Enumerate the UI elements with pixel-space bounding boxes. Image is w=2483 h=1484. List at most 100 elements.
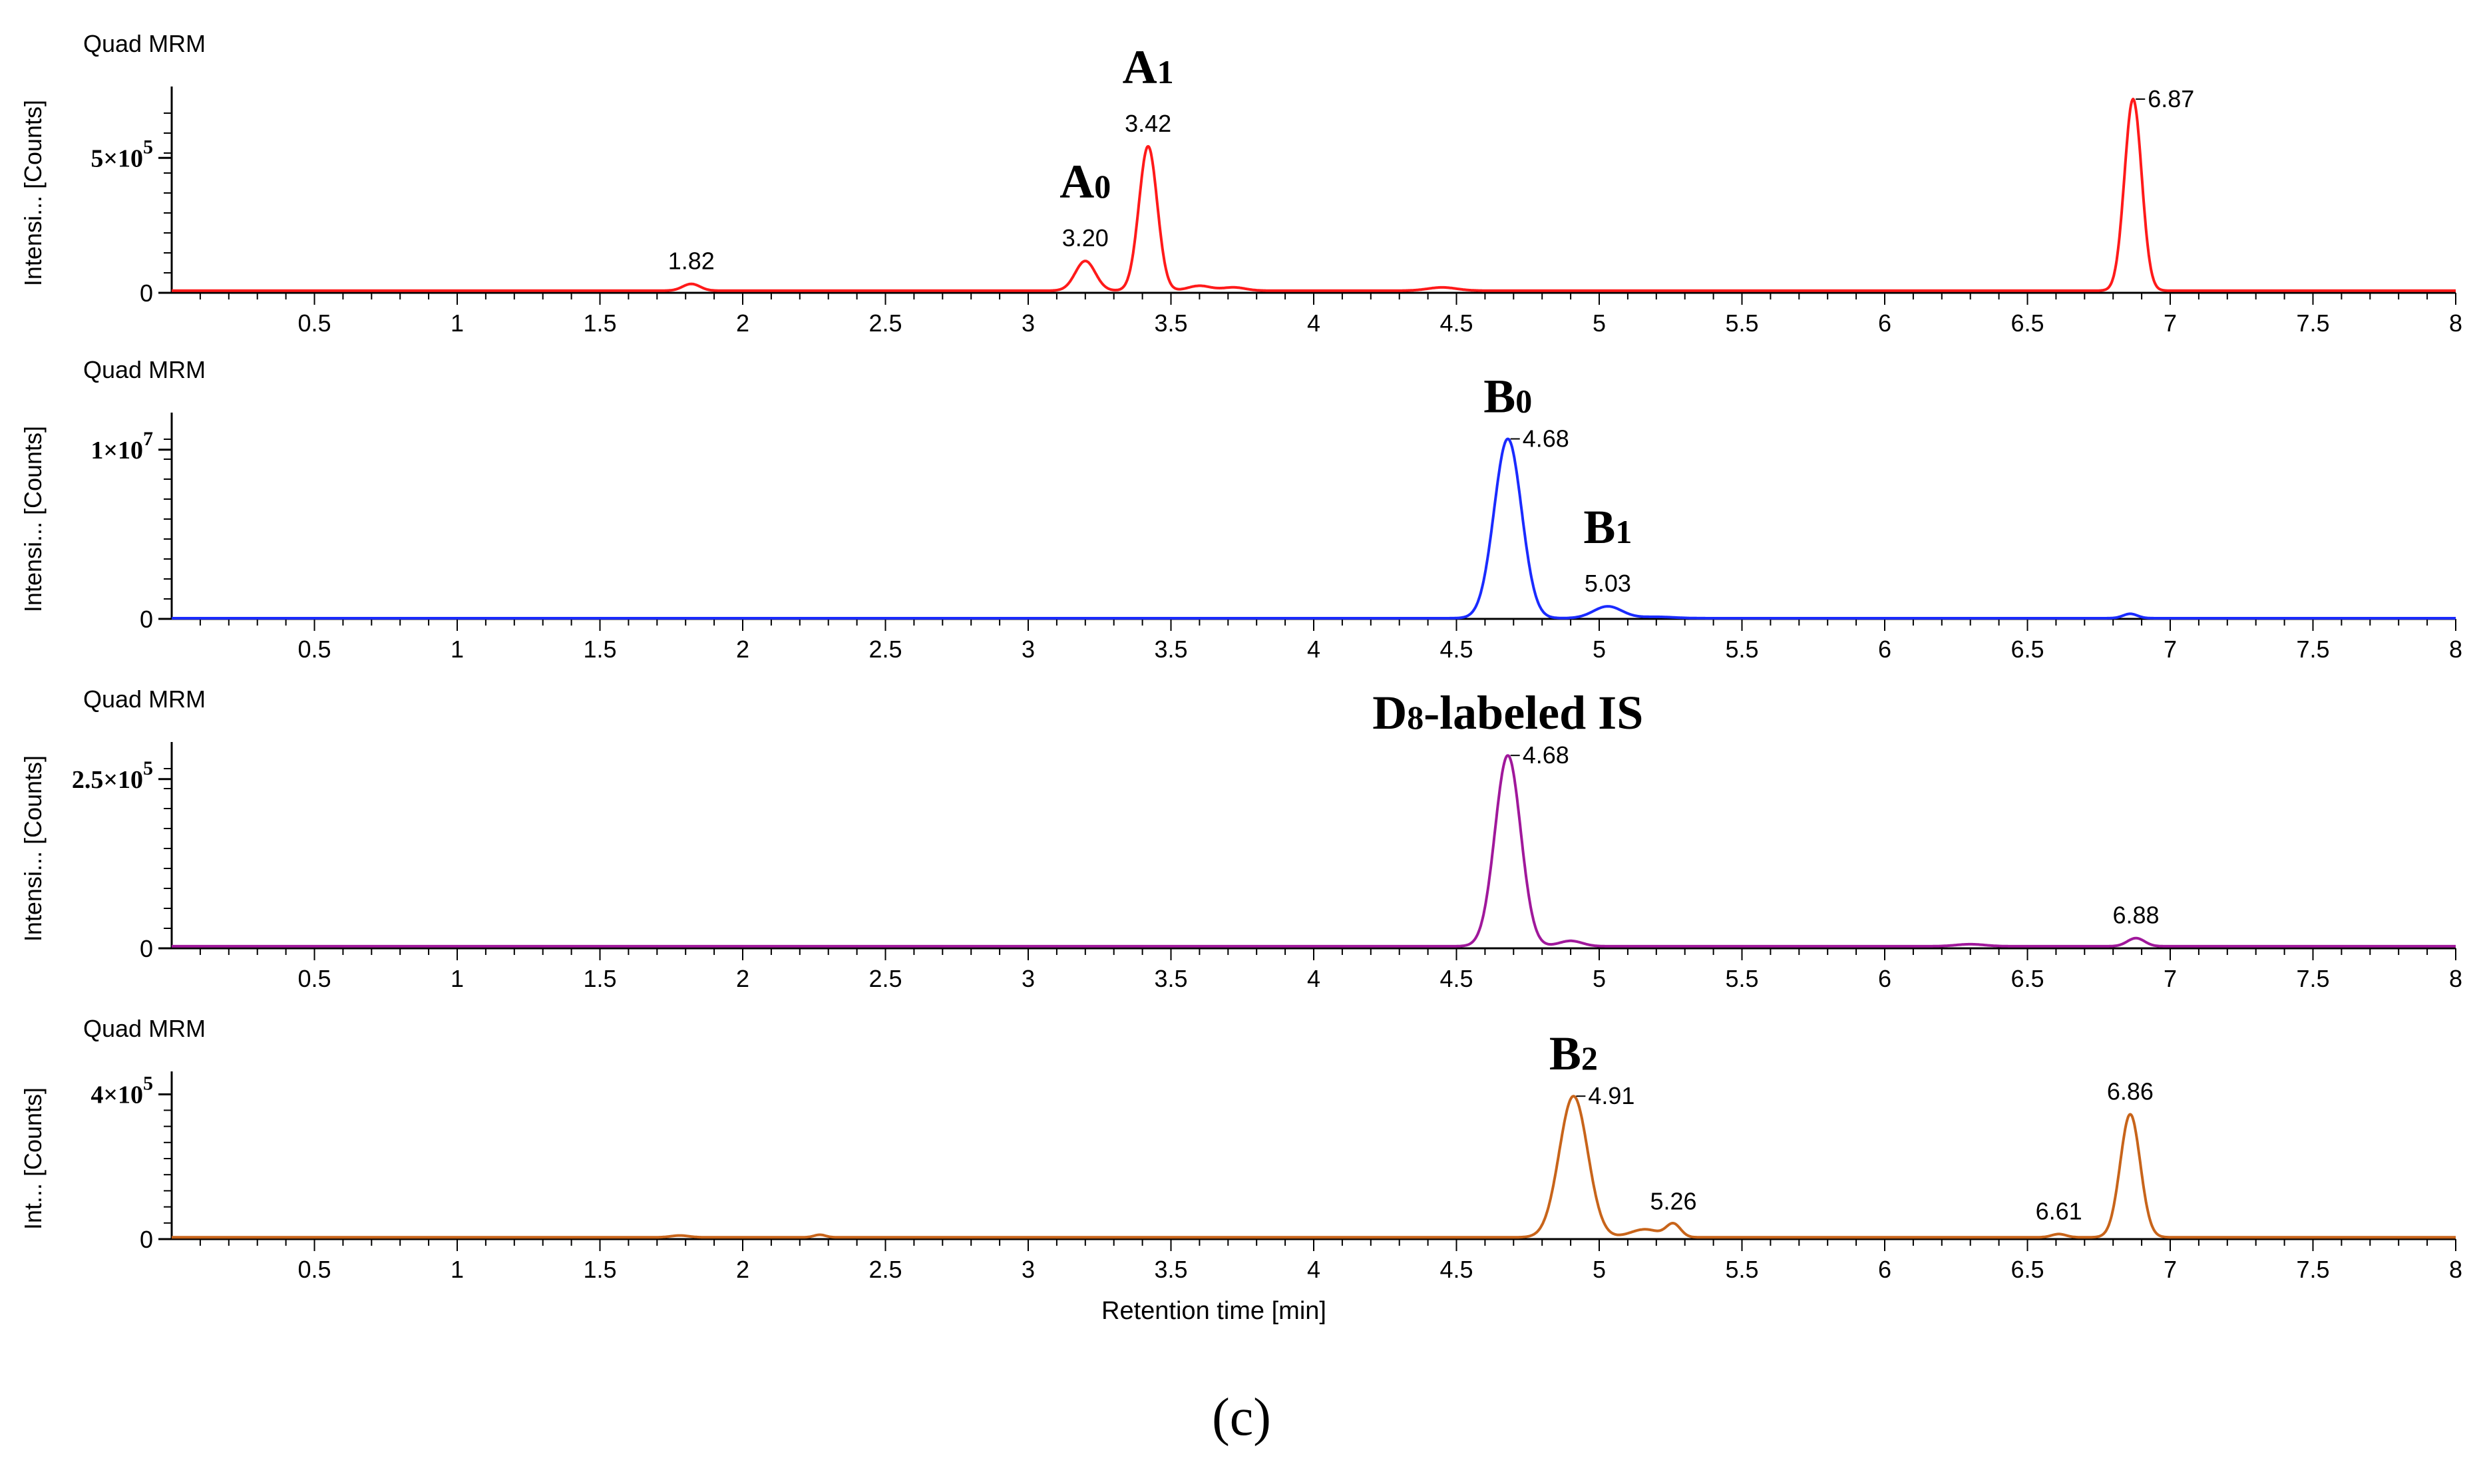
x-tick-label: 8 <box>2449 965 2462 992</box>
compound-annotation: B2 <box>1549 1027 1598 1080</box>
y-tick-label: 2.5×105 <box>72 757 153 794</box>
x-tick-label: 3 <box>1022 1256 1035 1283</box>
x-tick-label: 7 <box>2164 636 2177 663</box>
x-tick-label: 5 <box>1593 1256 1606 1283</box>
y-tick-label: 5×105 <box>91 136 153 172</box>
compound-annotation: B0 <box>1483 369 1532 423</box>
x-tick-label: 1 <box>451 1256 464 1283</box>
y-minor-ticks <box>164 768 172 929</box>
y-tick-label: 1×107 <box>91 428 153 464</box>
x-tick-label: 7.5 <box>2296 1256 2329 1283</box>
x-tick-label: 5.5 <box>1725 1256 1758 1283</box>
compound-annotation-name: A <box>1059 155 1094 208</box>
x-tick-label: 5 <box>1593 965 1606 992</box>
y-axis-label: Intensi... [Counts] <box>19 755 47 942</box>
peak-label: 4.68 <box>1523 425 1569 452</box>
y-tick-label-exponent: 5 <box>143 136 153 158</box>
x-ticks <box>199 293 2456 305</box>
x-tick-label: 7 <box>2164 965 2177 992</box>
x-tick-label: 3.5 <box>1154 309 1187 337</box>
x-ticks <box>199 619 2456 631</box>
x-tick-label: 6.5 <box>2010 309 2044 337</box>
y-tick-label: 0 <box>140 935 153 962</box>
x-tick-label: 7 <box>2164 309 2177 337</box>
compound-annotation-subscript: 8 <box>1407 699 1424 736</box>
panel-title: Quad MRM <box>83 1015 206 1042</box>
compound-annotation: B1 <box>1583 500 1632 554</box>
figure-caption: (c) <box>1212 1388 1271 1447</box>
y-tick-label-exponent: 5 <box>143 757 153 779</box>
x-tick-label: 4.5 <box>1439 309 1473 337</box>
chromatogram-trace <box>171 97 2456 292</box>
peak-label: 6.88 <box>2112 902 2159 929</box>
y-tick-label-exponent: 7 <box>143 428 153 450</box>
x-ticks <box>199 948 2456 960</box>
x-tick-label: 1.5 <box>583 636 616 663</box>
y-tick-label-exponent: 5 <box>143 1072 153 1094</box>
peak-label: 6.86 <box>2107 1077 2154 1105</box>
x-tick-label: 4.5 <box>1439 636 1473 663</box>
x-tick-label: 3 <box>1022 309 1035 337</box>
x-tick-label: 2 <box>736 1256 749 1283</box>
x-tick-label: 6 <box>1878 636 1891 663</box>
x-tick-label: 4 <box>1307 965 1320 992</box>
panel-title: Quad MRM <box>83 356 206 383</box>
y-tick-label-base: 4×10 <box>91 1081 143 1109</box>
x-tick-label: 2 <box>736 309 749 337</box>
peak-label: 5.03 <box>1585 570 1631 597</box>
peak-label: 6.61 <box>2036 1197 2082 1224</box>
y-tick-label-base: 1×10 <box>91 437 143 464</box>
x-tick-label: 2.5 <box>868 636 902 663</box>
x-tick-label: 2 <box>736 636 749 663</box>
x-tick-label: 5.5 <box>1725 965 1758 992</box>
x-tick-label: 1.5 <box>583 965 616 992</box>
x-tick-label: 1 <box>451 309 464 337</box>
x-tick-label: 3 <box>1022 965 1035 992</box>
x-tick-label: 6 <box>1878 965 1891 992</box>
y-axis-label: Intensi... [Counts] <box>19 426 47 612</box>
x-tick-label: 4.5 <box>1439 1256 1473 1283</box>
y-tick-label-base: 0 <box>140 1226 153 1253</box>
x-tick-label: 1.5 <box>583 309 616 337</box>
x-tick-label: 3.5 <box>1154 636 1187 663</box>
x-tick-label: 7.5 <box>2296 965 2329 992</box>
x-tick-label: 6.5 <box>2010 1256 2044 1283</box>
y-tick-label: 0 <box>140 606 153 633</box>
compound-annotation-suffix: -labeled IS <box>1424 686 1643 739</box>
compound-annotation-subscript: 0 <box>1515 382 1532 419</box>
x-tick-label: 4.5 <box>1439 965 1473 992</box>
x-tick-label: 2.5 <box>868 965 902 992</box>
x-tick-label: 0.5 <box>297 965 331 992</box>
peak-label: 6.87 <box>2148 85 2194 112</box>
x-ticks <box>199 1239 2456 1251</box>
y-tick-label-base: 5×10 <box>91 144 143 172</box>
x-tick-label: 7 <box>2164 1256 2177 1283</box>
compound-annotation: D8-labeled IS <box>1372 686 1643 739</box>
x-tick-label: 4 <box>1307 1256 1320 1283</box>
x-tick-label: 3.5 <box>1154 1256 1187 1283</box>
panel-title: Quad MRM <box>83 685 206 713</box>
panel-title: Quad MRM <box>83 30 206 57</box>
compound-annotation-name: B <box>1483 369 1515 423</box>
x-tick-label: 6.5 <box>2010 636 2044 663</box>
compound-annotation-name: B <box>1549 1027 1581 1080</box>
y-tick-label-base: 0 <box>140 279 153 307</box>
peak-label: 4.68 <box>1523 741 1569 769</box>
x-tick-label: 6 <box>1878 1256 1891 1283</box>
x-tick-label: 4 <box>1307 636 1320 663</box>
y-tick-label-base: 0 <box>140 935 153 962</box>
x-tick-label: 5 <box>1593 309 1606 337</box>
y-minor-ticks <box>164 112 172 274</box>
x-tick-label: 3 <box>1022 636 1035 663</box>
x-axis-label: Retention time [min] <box>1101 1297 1326 1325</box>
x-tick-label: 6.5 <box>2010 965 2044 992</box>
chromatogram-trace <box>171 754 2456 948</box>
x-tick-label: 4 <box>1307 309 1320 337</box>
compound-annotation: A1 <box>1123 41 1174 94</box>
peak-label: 3.20 <box>1062 224 1109 252</box>
y-tick-label-base: 2.5×10 <box>72 766 143 794</box>
